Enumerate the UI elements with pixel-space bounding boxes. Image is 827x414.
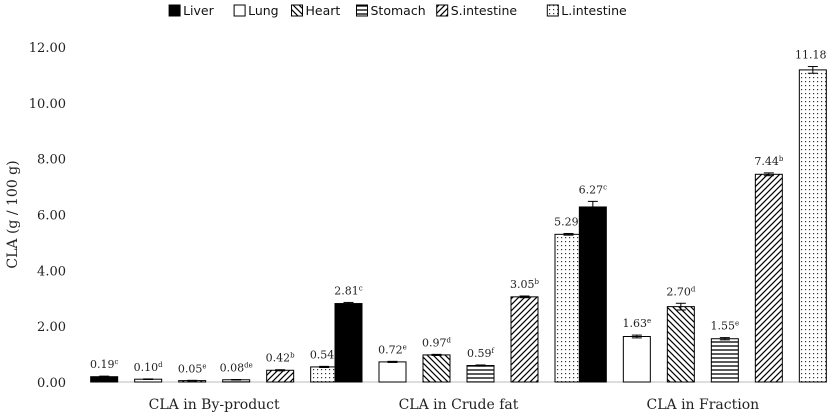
data-label: 0.59f	[467, 347, 496, 360]
bar-heart	[422, 354, 451, 383]
bar-l-intestine	[310, 366, 339, 383]
category-label: CLA in Fraction	[647, 397, 760, 413]
category-label: CLA in Crude fat	[399, 397, 519, 413]
category-label: CLA in By-product	[149, 397, 280, 413]
legend-label: S.intestine	[451, 3, 518, 18]
y-tick-label: 10.00	[29, 97, 66, 112]
y-tick-label: 2.00	[37, 320, 66, 335]
legend-label: Liver	[183, 3, 215, 18]
bar-liver	[578, 206, 607, 383]
data-label: 3.05b	[510, 278, 540, 291]
error-bar	[275, 369, 286, 372]
data-label: 0.19c	[90, 358, 118, 371]
bar-liver	[334, 303, 363, 383]
data-label: 0.08de	[220, 361, 253, 374]
y-axis-ticks: 0.00 2.00 4.00 6.00 8.00 10.00 12.00	[29, 41, 66, 391]
y-axis-label: CLA (g / 100 g)	[5, 160, 21, 268]
data-label: 7.44b	[754, 155, 784, 168]
legend: Liver Lung Heart Stomach S.intestine L.intest…	[168, 3, 627, 18]
data-label: 1.55e	[711, 320, 740, 333]
data-label: 0.54a	[310, 348, 339, 361]
bar-stomach	[466, 365, 495, 383]
bar-heart	[666, 306, 695, 383]
bars: 0.19c 0.10d 0.05e 0.08de 0.42b 0.54a 2.81c 0.72…	[90, 49, 827, 383]
error-bar	[807, 66, 818, 74]
y-tick-label: 6.00	[37, 209, 66, 224]
data-label: 5.29a	[554, 215, 583, 228]
bar-stomach	[710, 338, 739, 383]
bar-s-intestine	[266, 369, 295, 383]
y-tick-label: 4.00	[37, 264, 66, 279]
legend-swatch	[291, 4, 303, 17]
legend-label: Heart	[306, 3, 341, 18]
error-bar	[763, 172, 774, 177]
error-bar	[719, 337, 730, 341]
legend-swatch	[168, 4, 181, 17]
data-label: 0.05e	[178, 362, 207, 375]
data-label: 0.97d	[422, 336, 452, 349]
error-bar	[143, 378, 154, 380]
error-bar	[431, 353, 442, 356]
bar-l-intestine	[798, 69, 827, 383]
data-label: 0.72e	[378, 343, 407, 356]
error-bar	[475, 364, 486, 367]
legend-swatch	[546, 4, 559, 17]
error-bar	[387, 360, 398, 363]
y-tick-label: 12.00	[29, 41, 66, 56]
legend-label: L.intestine	[561, 3, 627, 18]
error-bar	[675, 302, 686, 311]
bar-l-intestine	[554, 233, 583, 383]
bar-lung	[378, 361, 407, 383]
error-bar	[231, 378, 242, 381]
error-bar	[587, 200, 598, 214]
error-bar	[343, 301, 354, 306]
bar-s-intestine	[510, 296, 539, 383]
category-labels: CLA in By-product CLA in Crude fat CLA in …	[149, 397, 759, 413]
data-label: 1.63e	[623, 317, 652, 330]
error-bar	[563, 232, 574, 236]
bar-lung	[622, 335, 651, 383]
y-tick-label: 8.00	[37, 153, 66, 168]
data-label: 0.10d	[134, 361, 164, 374]
data-label: 2.70d	[666, 285, 696, 298]
error-bar	[519, 295, 530, 299]
data-label: 2.81c	[334, 284, 363, 297]
data-label: 11.18a	[795, 49, 827, 62]
error-bar	[631, 334, 642, 339]
legend-swatch	[233, 4, 246, 17]
error-bar	[319, 365, 330, 368]
y-tick-label: 0.00	[37, 376, 66, 391]
data-label: 6.27c	[579, 183, 608, 196]
data-label: 0.42b	[266, 352, 296, 365]
bar-s-intestine	[754, 173, 783, 383]
error-bar	[187, 379, 198, 382]
legend-swatch	[356, 4, 368, 17]
error-bar	[99, 375, 110, 378]
legend-label: Lung	[248, 3, 279, 18]
legend-label: Stomach	[371, 3, 426, 18]
legend-swatch	[436, 4, 449, 17]
